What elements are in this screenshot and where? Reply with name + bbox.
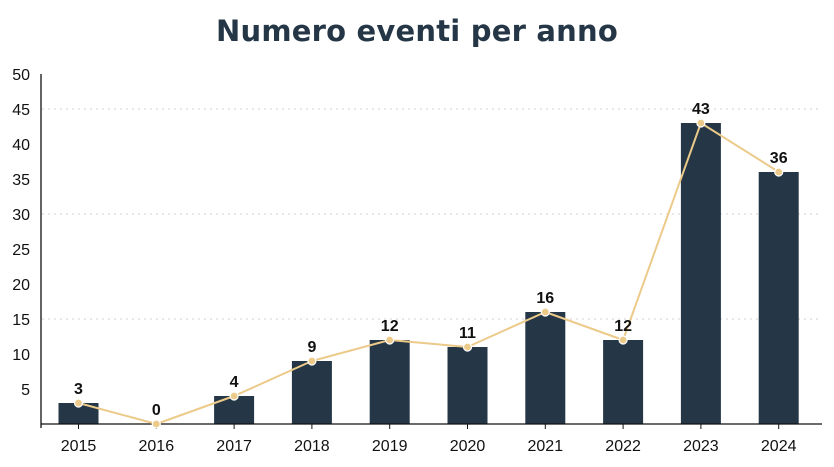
x-tick-label: 2024 [761, 438, 797, 455]
y-tick-labels: 5 10 15 20 25 30 35 40 45 50 [12, 67, 30, 399]
line-point [540, 307, 550, 317]
data-label: 12 [381, 318, 399, 335]
bar [603, 340, 644, 424]
data-label: 11 [459, 325, 476, 342]
line-point [151, 419, 161, 429]
line-point [73, 398, 84, 408]
y-tick-label: 30 [12, 207, 30, 224]
y-tick-label: 50 [12, 67, 30, 84]
data-label: 0 [152, 402, 161, 419]
data-label: 4 [230, 374, 239, 391]
x-tick-label: 2021 [528, 438, 564, 455]
data-label: 9 [307, 339, 316, 356]
data-label: 43 [692, 101, 710, 118]
y-tick-label: 35 [12, 172, 30, 189]
trend-line-path [78, 122, 780, 425]
x-tick-label: 2023 [683, 438, 719, 455]
y-tick-label: 15 [12, 312, 30, 329]
bar [58, 403, 99, 424]
x-tick-label: 2022 [605, 438, 641, 455]
line-point [618, 335, 628, 345]
line-point [307, 356, 317, 366]
x-tick-label: 2017 [216, 438, 252, 455]
x-tick-label: 2015 [61, 438, 97, 455]
trend-line [73, 118, 784, 429]
y-tick-label: 45 [12, 102, 30, 119]
y-tick-label: 20 [12, 277, 30, 294]
x-tick-label: 2016 [139, 438, 175, 455]
x-tick-labels: 2015 2016 2017 2018 2019 2020 2021 2022 2023 2024 [61, 424, 797, 455]
axes [40, 74, 822, 428]
bar [291, 361, 332, 424]
y-tick-label: 40 [12, 137, 30, 154]
data-label: 12 [614, 318, 632, 335]
y-tick-label: 10 [12, 347, 30, 364]
data-label: 16 [536, 290, 554, 307]
line-point [696, 118, 706, 128]
bar [369, 340, 410, 424]
data-labels: 3 0 4 9 12 11 16 12 43 36 [74, 101, 788, 419]
bar [680, 123, 721, 424]
line-point [385, 335, 395, 345]
y-tick-label: 25 [12, 242, 30, 259]
x-tick-label: 2020 [450, 438, 486, 455]
bars [58, 123, 799, 424]
chart-title: Numero eventi per anno [216, 14, 618, 48]
x-tick-label: 2019 [372, 438, 408, 455]
bar [447, 347, 488, 424]
bar [758, 172, 799, 424]
data-label: 3 [74, 381, 83, 398]
data-label: 36 [770, 150, 788, 167]
y-tick-label: 5 [21, 382, 30, 399]
line-point [229, 391, 239, 401]
line-point [462, 342, 473, 352]
line-point [774, 167, 784, 177]
bar [525, 312, 566, 424]
x-tick-label: 2018 [294, 438, 330, 455]
